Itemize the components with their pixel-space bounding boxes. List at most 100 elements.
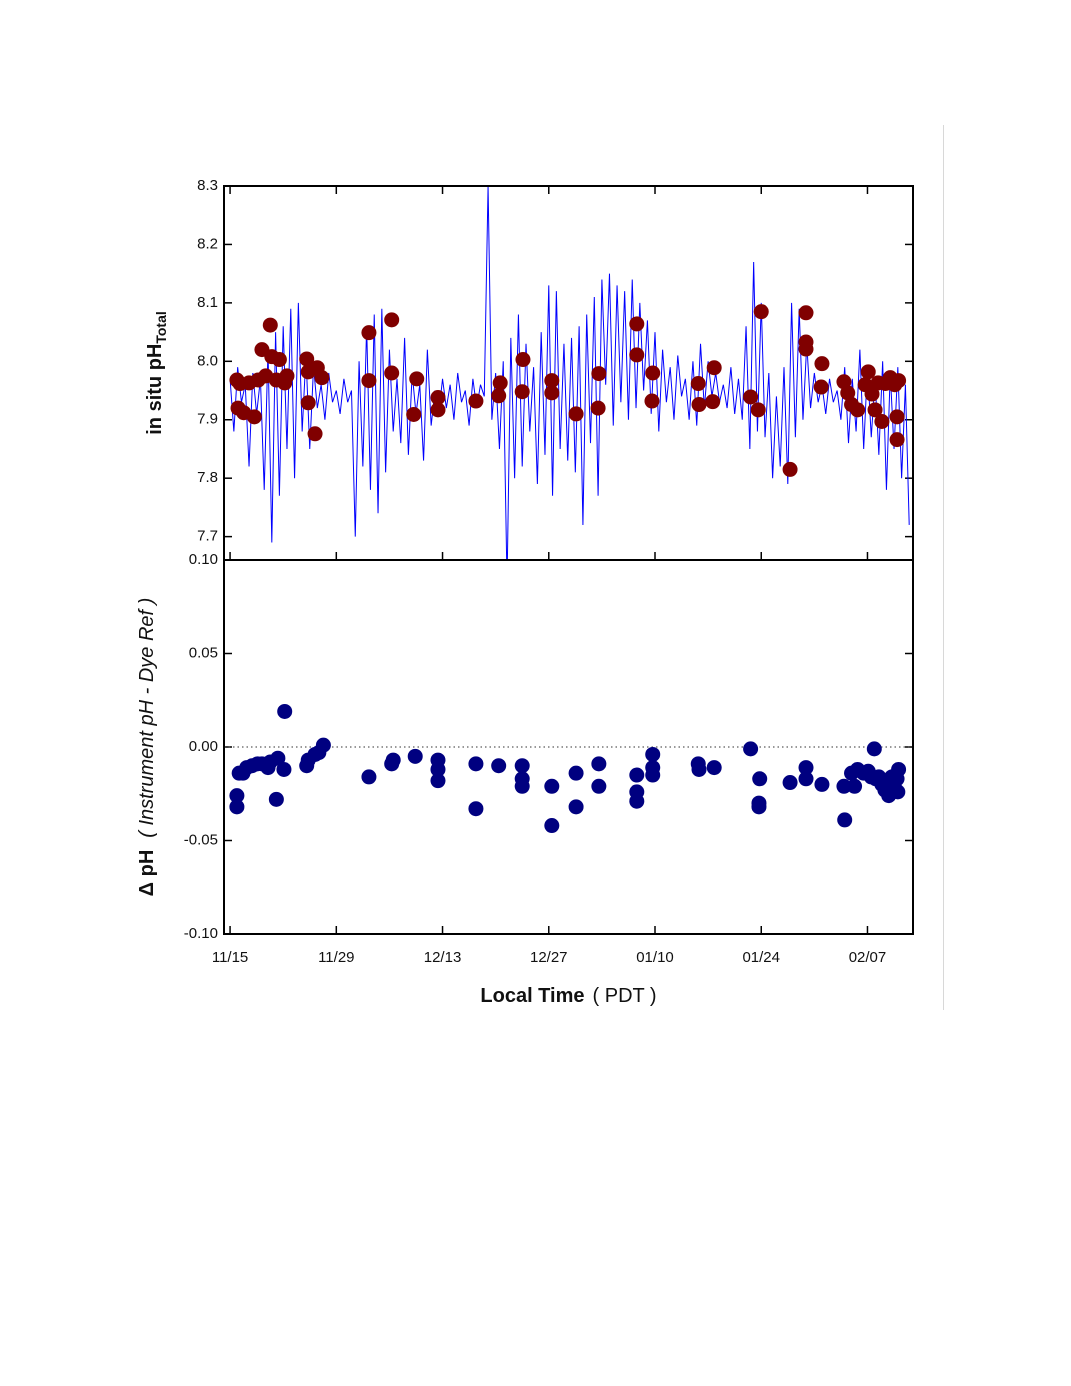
data-point [782,775,798,791]
y-tick-label: -0.05 [184,831,218,848]
data-point [246,409,262,425]
data-point [645,746,661,762]
data-point [385,752,401,768]
data-point [229,788,245,804]
x-tick-label: 01/24 [742,949,780,966]
data-point [814,356,830,372]
data-point [591,756,607,772]
data-point [691,397,707,413]
data-point [314,370,330,386]
data-point [430,402,446,418]
data-point [866,741,882,757]
y-tick-label: 7.9 [197,411,218,428]
data-point [492,375,508,391]
data-point [270,750,286,766]
data-point [705,394,721,410]
x-tick-label: 11/29 [318,949,354,966]
data-point [891,373,907,389]
data-point [568,765,584,781]
data-point [706,760,722,776]
y-tick-label: 8.3 [197,177,218,194]
y-tick-label: 0.00 [189,738,218,755]
data-point [750,402,766,418]
data-point [514,778,530,794]
data-point [361,769,377,785]
x-tick-label: 02/07 [849,949,887,966]
data-point [798,305,814,321]
data-point [468,756,484,772]
data-point [430,761,446,777]
data-point [889,432,905,448]
y-label-main: Δ pH [136,850,158,897]
data-line [229,186,910,560]
data-point [690,376,706,392]
panel: -0.10 -0.05 0.00 0.05 0.10 11/15 11/29 12/13 12/… [136,551,914,1007]
data-point [315,737,331,753]
data-point [847,778,863,794]
data-point [706,360,722,376]
data-point [629,767,645,783]
y-axis-label: Δ pH ( Instrument pH - Dye Ref ) [136,598,158,897]
data-point [890,784,906,800]
data-point [271,352,287,368]
data-point [544,385,560,401]
y-tick-label: -0.10 [184,925,218,942]
data-point [782,461,798,477]
data-point [591,366,607,382]
data-point [262,317,278,333]
data-point [864,386,880,402]
data-point [591,778,607,794]
data-point [629,316,645,332]
data-point [743,741,759,757]
data-point [491,388,507,404]
data-point [268,791,284,807]
data-point [279,368,295,384]
data-point [361,373,377,389]
data-point [850,402,866,418]
data-point [276,761,292,777]
data-point [307,426,323,442]
data-point [568,799,584,815]
y-tick-label: 7.7 [197,528,218,545]
data-point [860,364,876,380]
data-point [514,758,530,774]
data-point [874,414,890,430]
data-point [568,406,584,422]
x-tick-label: 11/15 [212,949,248,966]
x-tick-label: 12/13 [424,949,462,966]
data-point [514,384,530,400]
data-point [430,773,446,789]
data-point [544,373,560,389]
y-label-subscript: Total [153,311,169,343]
data-point [430,390,446,406]
data-point [409,371,425,387]
y-tick-label: 8.2 [197,235,218,252]
data-point [406,406,422,422]
data-point [814,776,830,792]
x-label-note: ( PDT ) [593,985,657,1007]
data-point [407,748,423,764]
y-tick-label: 8.1 [197,294,218,311]
data-point [753,304,769,320]
data-point [645,365,661,381]
data-point [840,385,856,401]
panel: 7.7 7.8 7.9 8.0 8.1 8.2 8.3 in situ pHTotal [144,177,914,561]
data-point [743,389,759,405]
data-point [544,778,560,794]
x-axis-label: Local Time ( PDT ) [480,985,656,1007]
y-label-note: ( Instrument pH - Dye Ref ) [136,598,158,838]
data-point [798,760,814,776]
data-point [867,402,883,418]
data-point [629,347,645,363]
y-axis-label: in situ pHTotal [144,311,168,435]
data-point [468,801,484,817]
x-label-main: Local Time [480,985,584,1007]
data-point [229,799,245,815]
x-tick-label: 01/10 [636,949,674,966]
y-tick-label: 0.05 [189,644,218,661]
data-point [590,400,606,416]
x-tick-label: 12/27 [530,949,568,966]
y-tick-label: 0.10 [189,551,218,568]
data-point [752,771,768,787]
